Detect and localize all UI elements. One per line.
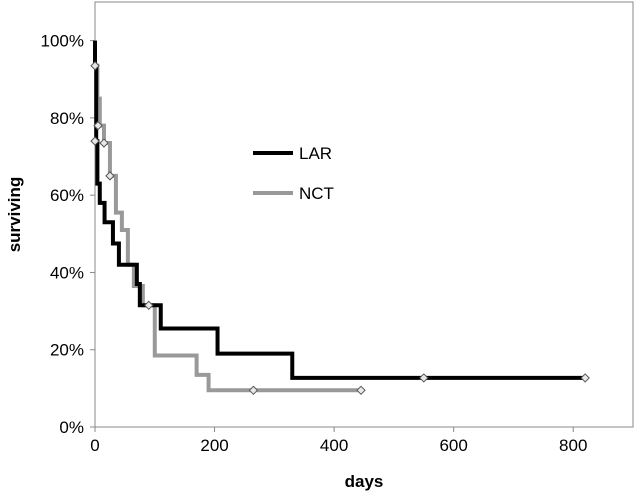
censor-marker <box>419 373 429 383</box>
y-tick-label: 40% <box>50 263 84 282</box>
censor-marker <box>356 385 366 396</box>
series-lines <box>93 40 586 393</box>
ticks: 0% 20% 40% 60% 80% 100% 0 200 400 600 800 <box>41 32 588 455</box>
censor-marker <box>144 300 154 311</box>
x-tick-label: 800 <box>559 436 587 455</box>
x-axis-label: days <box>345 472 384 491</box>
legend: LAR NCT <box>253 144 334 203</box>
y-axis-label: surviving <box>5 177 24 253</box>
x-tick-label: 0 <box>90 436 99 455</box>
censor-marker <box>90 136 100 146</box>
censor-marker <box>580 373 590 383</box>
x-tick-label: 400 <box>320 436 348 455</box>
y-tick-label: 0% <box>59 418 84 437</box>
plot-area <box>94 1 634 428</box>
y-tick-label: 60% <box>50 186 84 205</box>
y-tick-label: 20% <box>50 341 84 360</box>
y-tick-label: 80% <box>50 109 84 128</box>
censor-marker <box>90 61 100 71</box>
censor-marker <box>248 385 259 396</box>
x-tick-label: 200 <box>200 436 228 455</box>
censor-marker <box>99 138 109 148</box>
censor-marker <box>93 120 103 131</box>
series-line-lar <box>93 40 586 380</box>
series-line-nct <box>93 40 362 393</box>
y-tick-label: 100% <box>41 32 84 51</box>
censor-marker <box>105 171 115 181</box>
legend-label-lar: LAR <box>299 144 332 163</box>
censor-markers <box>90 61 590 396</box>
x-tick-label: 600 <box>439 436 467 455</box>
legend-label-nct: NCT <box>299 184 334 203</box>
